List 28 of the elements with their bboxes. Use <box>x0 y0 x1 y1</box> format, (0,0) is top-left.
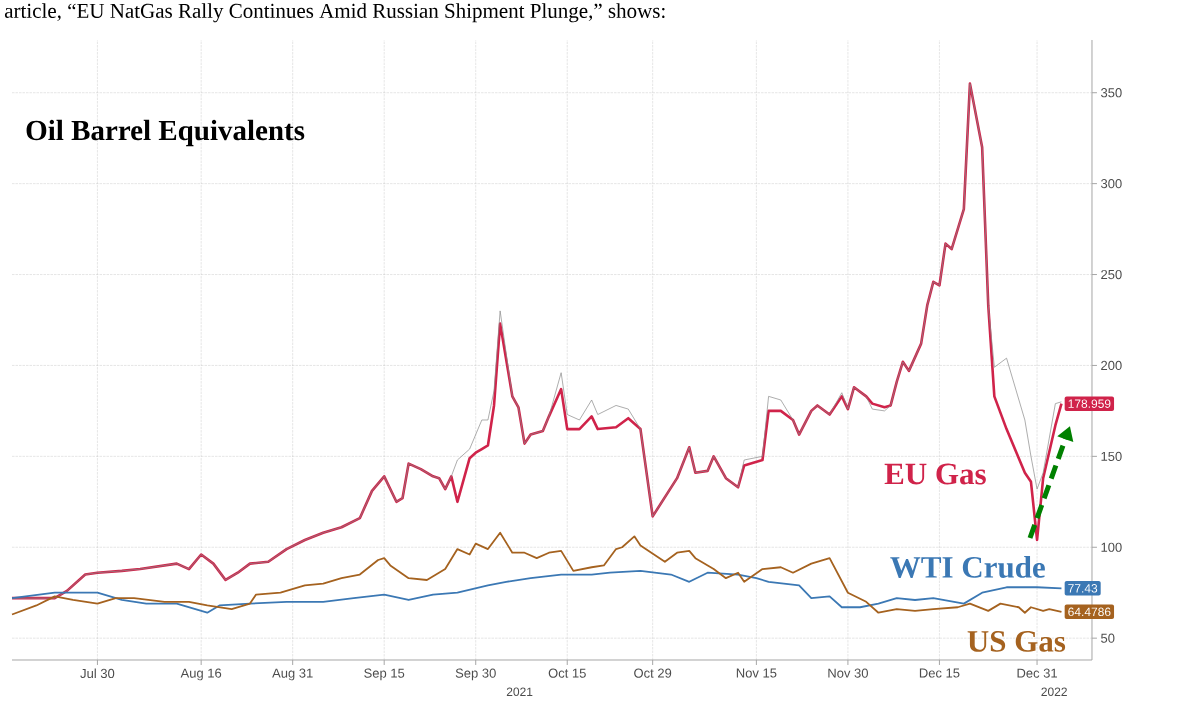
text: 2022 <box>1041 687 1067 697</box>
x-tick-label: Dec 31 <box>1017 668 1058 678</box>
text: 2021 <box>506 687 533 697</box>
y-tick-label: 50 <box>1101 633 1115 643</box>
y-tick-label: 200 <box>1101 360 1122 371</box>
x-tick-label: Dec 15 <box>919 668 960 678</box>
y-tick-label: 300 <box>1101 179 1122 189</box>
series-label: US Gas <box>967 630 1066 652</box>
x-tick-label: Nov 30 <box>828 668 868 678</box>
text: article, “EU NatGas Rally Continues Amid Russian Shipment Plunge,” shows: <box>4 3 665 23</box>
text: Oil Barrel Equivalents <box>26 119 305 147</box>
data-label: 64.4786 <box>1068 607 1111 617</box>
x-tick-label: Sep 15 <box>364 668 405 681</box>
legend-label: WTI Crude <box>890 555 1045 578</box>
x-tick-label: Oct 29 <box>634 668 672 678</box>
x-tick-label: Aug 31 <box>272 668 313 681</box>
x-tick-label: Nov 15 <box>736 668 777 678</box>
series-label: EU Gas <box>884 463 986 485</box>
y-tick-label: 100 <box>1101 542 1122 552</box>
y-tick-label: 350 <box>1101 88 1122 98</box>
x-tick-label: Sep 30 <box>455 668 496 681</box>
x-tick-label: Aug 16 <box>180 668 222 681</box>
data-label: 178.959 <box>1068 399 1111 408</box>
data-label: 77.43 <box>1068 584 1098 593</box>
y-tick-label: 150 <box>1101 451 1122 461</box>
x-tick-label: Jul 30 <box>80 668 115 679</box>
x-tick-label: Oct 15 <box>548 668 586 678</box>
y-tick-label: 250 <box>1101 269 1122 280</box>
